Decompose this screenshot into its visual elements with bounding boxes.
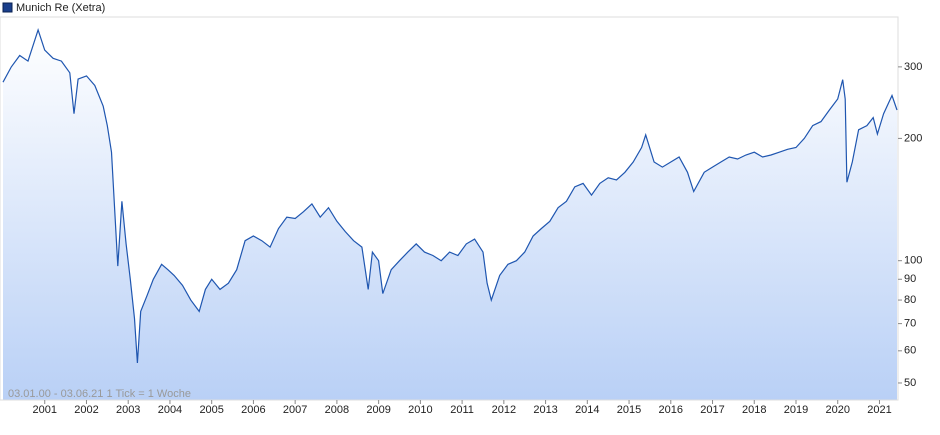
- x-tick-label: 2015: [617, 404, 641, 416]
- line: [2, 27, 898, 364]
- y-tick-label: 90: [904, 273, 916, 285]
- x-tick-label: 2018: [742, 404, 766, 416]
- x-tick-label: 2017: [700, 404, 724, 416]
- legend-swatch: [2, 2, 13, 13]
- x-tick-label: 2002: [74, 404, 98, 416]
- x-tick-label: 2005: [199, 404, 223, 416]
- x-tick-label: 2016: [659, 404, 683, 416]
- x-tick-label: 2006: [241, 404, 265, 416]
- y-tick-label: 300: [904, 61, 922, 73]
- x-tick-label: 2020: [825, 404, 849, 416]
- y-tick-label: 70: [904, 318, 916, 330]
- x-tick-label: 2019: [784, 404, 808, 416]
- y-tick-label: 100: [904, 255, 922, 267]
- y-tick-label: 200: [904, 132, 922, 144]
- x-tick-label: 2014: [575, 404, 599, 416]
- y-tick-label: 80: [904, 294, 916, 306]
- annotation: 03.01.00 - 03.06.21 1 Tick = 1 Woche: [8, 388, 191, 400]
- x-tick-label: 2008: [325, 404, 349, 416]
- x-tick-label: 2007: [283, 404, 307, 416]
- x-tick-label: 2021: [867, 404, 891, 416]
- x-tick-label: 2003: [116, 404, 140, 416]
- x-tick-label: 2009: [366, 404, 390, 416]
- y-tick-label: 60: [904, 345, 916, 357]
- x-tick-label: 2013: [533, 404, 557, 416]
- y-tick-label: 50: [904, 377, 916, 389]
- x-tick-label: 2004: [158, 404, 182, 416]
- x-tick-label: 2010: [408, 404, 432, 416]
- x-tick-label: 2012: [492, 404, 516, 416]
- x-tick-label: 2001: [32, 404, 56, 416]
- legend-label: Munich Re (Xetra): [16, 2, 105, 14]
- plot-frame: [0, 16, 899, 401]
- area: [3, 29, 897, 401]
- x-tick-label: 2011: [450, 404, 474, 416]
